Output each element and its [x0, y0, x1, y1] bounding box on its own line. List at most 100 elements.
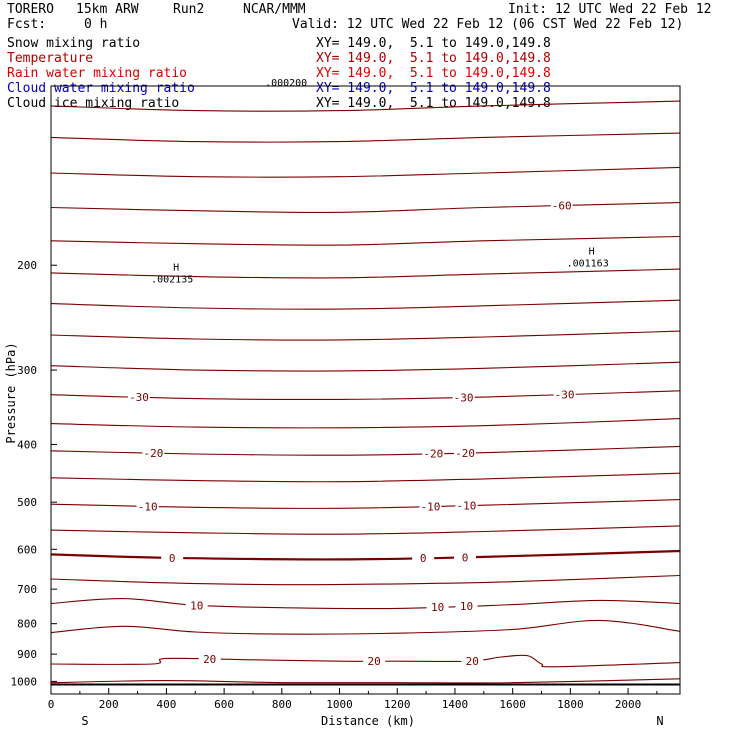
y-axis-title: Pressure (hPa)	[4, 342, 18, 443]
field-name-rain: Rain water mixing ratio	[7, 66, 188, 81]
field-xy-temperature: XY= 149.0, 5.1 to 149.0,149.8	[316, 51, 551, 66]
y-tick-label: 800	[17, 618, 37, 631]
x-tick-label: 0	[48, 698, 55, 711]
isotherm-line	[51, 472, 680, 483]
field-name-temperature: Temperature	[7, 51, 94, 66]
x-tick-label: 1200	[384, 698, 411, 711]
x-tick-label: 1000	[326, 698, 353, 711]
y-tick-label: 900	[17, 648, 37, 661]
x-axis-ticks: 0 200 400 600 800 1000 1200 1400 1600 1800 2000	[48, 688, 658, 711]
y-tick-label: 600	[17, 543, 37, 556]
isotherm-line	[51, 361, 680, 372]
contour-label: 0	[462, 551, 469, 564]
contour-label: -20	[143, 447, 163, 460]
extremum-value: .001163	[567, 259, 609, 270]
contour-label: -10	[138, 500, 158, 513]
y-tick-label: 500	[17, 496, 37, 509]
contour-label-background	[454, 447, 477, 460]
extremum-symbol: H	[173, 262, 179, 273]
header-org: NCAR/MMM	[243, 2, 306, 17]
field-xy-cloud-ice: XY= 149.0, 5.1 to 149.0,149.8	[316, 96, 551, 111]
y-axis-ticks: 200 300 400 500 600 700 800 900 1000	[11, 259, 57, 688]
isotherm-line	[51, 132, 680, 143]
contour-label-background	[455, 499, 478, 512]
contour-label: 20	[203, 653, 216, 666]
header-fcst-label: Fcst:	[7, 17, 47, 32]
isotherm-line	[51, 166, 680, 178]
isotherm-line	[51, 654, 680, 668]
contour-label-background	[128, 391, 151, 404]
x-axis-title: Distance (km)	[321, 714, 415, 728]
contour-label-background	[422, 447, 445, 460]
contour-label: 10	[431, 601, 444, 614]
header-init: Init: 12 UTC Wed 22 Feb 12	[508, 2, 712, 17]
contour-label-background	[454, 551, 477, 564]
x-tick-label: 600	[214, 698, 234, 711]
contour-label: 0	[420, 552, 427, 565]
contour-label-background	[363, 655, 386, 668]
y-tick-label: 700	[17, 583, 37, 596]
contour-label: -60	[552, 200, 572, 213]
isotherm-line	[51, 574, 680, 586]
x-tick-label: 1800	[557, 698, 584, 711]
x-axis-end-label-north: N	[656, 714, 663, 728]
contour-label-background	[198, 653, 221, 666]
isotherm-line	[51, 598, 680, 610]
header-fcst-value: 0 h	[84, 17, 108, 32]
x-tick-label: 2000	[615, 698, 642, 711]
x-tick-label: 800	[272, 698, 292, 711]
x-tick-label: 1400	[442, 698, 469, 711]
y-tick-label: 1000	[11, 675, 38, 688]
field-xy-snow: XY= 149.0, 5.1 to 149.0,149.8	[316, 36, 551, 51]
contour-labels: -60 -30 -30 -30 -20 -20 -20 -10 -10 -10 0 0 0 10 10 10 2…	[128, 199, 576, 668]
isotherm-line	[51, 235, 680, 246]
contour-label-background	[455, 600, 478, 613]
x-axis-end-label-south: S	[81, 714, 88, 728]
isotherm-line	[51, 202, 680, 213]
extremum-value: .002135	[151, 274, 193, 285]
extremum-value: .000200	[265, 78, 307, 89]
isotherm-line	[51, 549, 680, 561]
contour-label: -30	[454, 391, 474, 404]
field-name-cloud-water: Cloud water mixing ratio	[7, 81, 195, 96]
contour-label: 0	[169, 552, 176, 565]
contour-label: 20	[466, 655, 479, 668]
header-config: 15km ARW	[76, 2, 139, 17]
contour-label-background	[550, 199, 573, 212]
contour-label-background	[412, 551, 435, 564]
contour-label-background	[185, 599, 208, 612]
isotherm-line	[51, 330, 680, 341]
contour-label-background	[461, 654, 484, 667]
contour-label: -30	[555, 388, 575, 401]
contour-label-background	[553, 388, 576, 401]
isotherm-line	[51, 100, 680, 112]
contour-label-background	[419, 500, 442, 513]
isotherm-line	[51, 299, 680, 310]
contour-label-background	[426, 601, 449, 614]
contour-label-background	[142, 447, 165, 460]
contour-label: -30	[129, 391, 149, 404]
header-run: Run2	[173, 2, 205, 17]
x-tick-label: 200	[99, 698, 119, 711]
contour-label: -10	[420, 500, 440, 513]
contour-label: 10	[190, 599, 203, 612]
x-tick-label: 400	[156, 698, 176, 711]
field-name-snow: Snow mixing ratio	[7, 36, 141, 51]
isotherm-line	[51, 418, 680, 429]
field-xy-cloud-water: XY= 149.0, 5.1 to 149.0,149.8	[316, 81, 551, 96]
y-tick-label: 400	[17, 438, 37, 451]
y-tick-label: 300	[17, 364, 37, 377]
isotherm-line	[51, 268, 680, 279]
contour-label-background	[161, 551, 184, 564]
extremum-symbol: H	[589, 247, 595, 258]
isotherm-line	[51, 525, 680, 535]
y-tick-label: 200	[17, 259, 37, 272]
contour-label: -20	[423, 448, 443, 461]
contour-label-background	[136, 500, 159, 513]
isotherm-line	[51, 619, 680, 635]
header-valid: Valid: 12 UTC Wed 22 Feb 12 (06 CST Wed …	[292, 17, 684, 32]
field-xy-rain: XY= 149.0, 5.1 to 149.0,149.8	[316, 66, 551, 81]
